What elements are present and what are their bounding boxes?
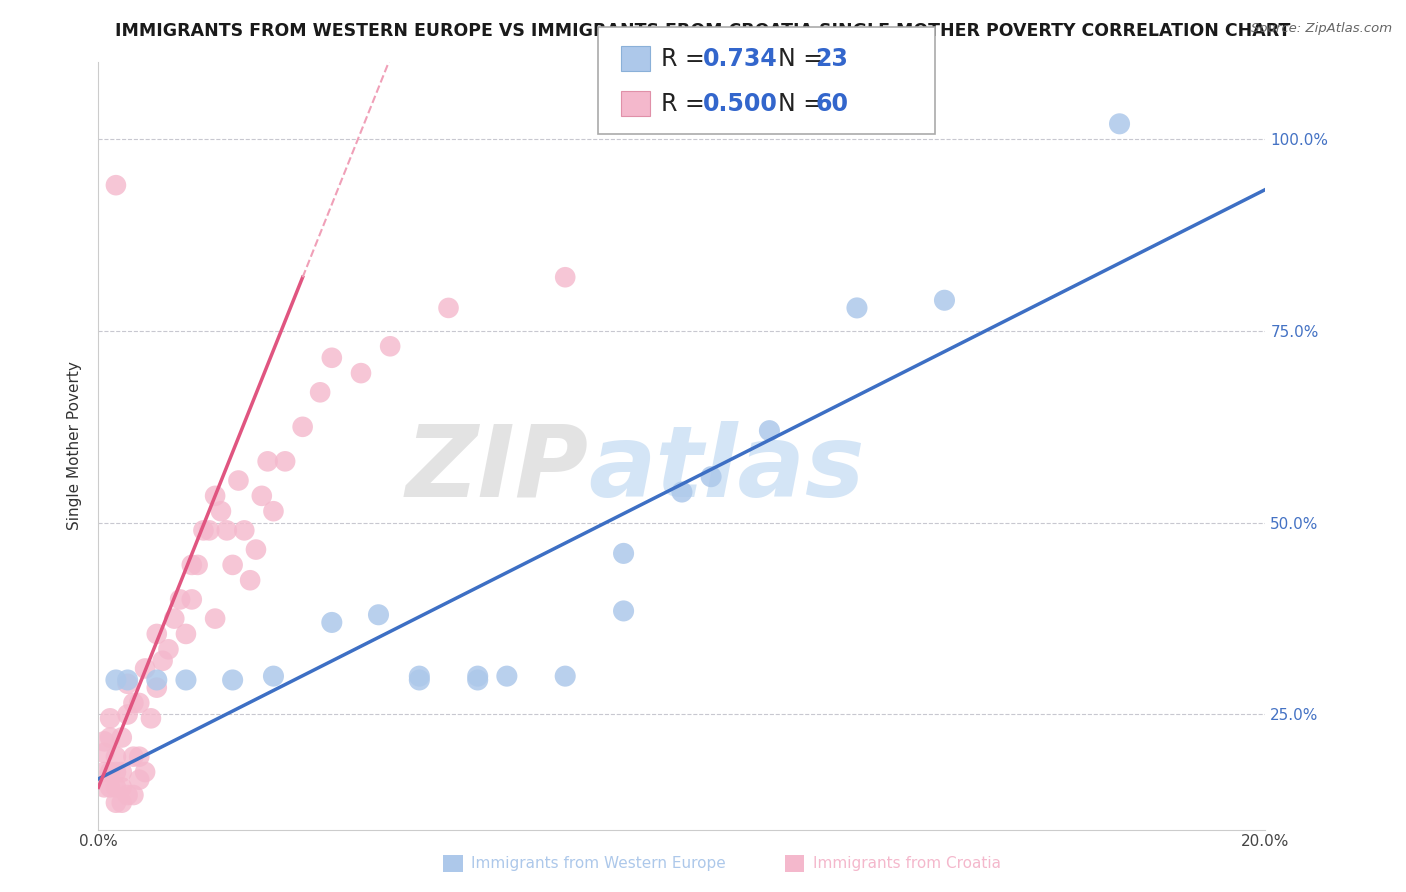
Point [262,504,284,518]
Text: R =: R = [661,92,711,116]
Text: R =: R = [661,46,711,70]
Text: N =: N = [763,92,831,116]
Point [256,454,278,468]
Point [245,542,267,557]
Point [221,558,243,572]
Point [262,669,284,683]
Text: 0.734: 0.734 [703,46,778,70]
Point [204,612,226,626]
Point [117,677,139,691]
Point [146,681,169,695]
Point [104,780,127,795]
Point [146,673,169,687]
Point [193,524,215,538]
Point [221,673,243,687]
Point [204,489,226,503]
Point [93,734,115,748]
Point [612,604,634,618]
Text: IMMIGRANTS FROM WESTERN EUROPE VS IMMIGRANTS FROM CROATIA SINGLE MOTHER POVERTY : IMMIGRANTS FROM WESTERN EUROPE VS IMMIGR… [115,22,1291,40]
Point [169,592,191,607]
Point [350,366,373,380]
Point [367,607,389,622]
Point [128,749,150,764]
Y-axis label: Single Mother Poverty: Single Mother Poverty [67,361,83,531]
Point [163,612,186,626]
Point [128,696,150,710]
Text: ZIP: ZIP [405,420,589,517]
Point [309,385,332,400]
Point [187,558,209,572]
Point [233,524,256,538]
Point [209,504,232,518]
Point [139,711,162,725]
Point [104,673,127,687]
Point [93,765,115,780]
Point [122,788,145,802]
Point [122,696,145,710]
Text: atlas: atlas [589,420,865,517]
Point [174,673,197,687]
Point [117,788,139,802]
Point [250,489,273,503]
Point [291,420,314,434]
Point [408,669,430,683]
Point [152,654,174,668]
Point [98,780,121,795]
Point [117,673,139,687]
Point [198,524,221,538]
Point [104,765,127,780]
Point [122,749,145,764]
Point [215,524,238,538]
Point [180,592,202,607]
Point [128,772,150,787]
Point [437,301,460,315]
Text: Source: ZipAtlas.com: Source: ZipAtlas.com [1251,22,1392,36]
Point [117,707,139,722]
Text: 0.500: 0.500 [703,92,778,116]
Point [93,780,115,795]
Text: 60: 60 [815,92,848,116]
Text: Immigrants from Western Europe: Immigrants from Western Europe [471,856,725,871]
Point [146,627,169,641]
Point [274,454,297,468]
Point [496,669,519,683]
Point [111,731,134,745]
Point [934,293,956,308]
Point [98,765,121,780]
Point [467,669,489,683]
Point [671,485,693,500]
Point [111,780,134,795]
Point [321,351,343,365]
Point [700,469,723,483]
Point [157,642,180,657]
Point [554,669,576,683]
Point [134,765,156,780]
Point [1108,117,1130,131]
Point [408,673,430,687]
Point [104,749,127,764]
Text: N =: N = [763,46,831,70]
Point [758,424,780,438]
Point [380,339,402,353]
Point [111,765,134,780]
Point [98,711,121,725]
Text: 23: 23 [815,46,848,70]
Point [228,474,250,488]
Point [554,270,576,285]
Text: Immigrants from Croatia: Immigrants from Croatia [813,856,1001,871]
Point [104,796,127,810]
Point [321,615,343,630]
Point [111,796,134,810]
Point [134,661,156,675]
Point [612,546,634,560]
Point [467,673,489,687]
Point [174,627,197,641]
Point [98,731,121,745]
Point [239,573,262,587]
Point [846,301,869,315]
Point [104,178,127,193]
Point [180,558,202,572]
Point [93,746,115,760]
